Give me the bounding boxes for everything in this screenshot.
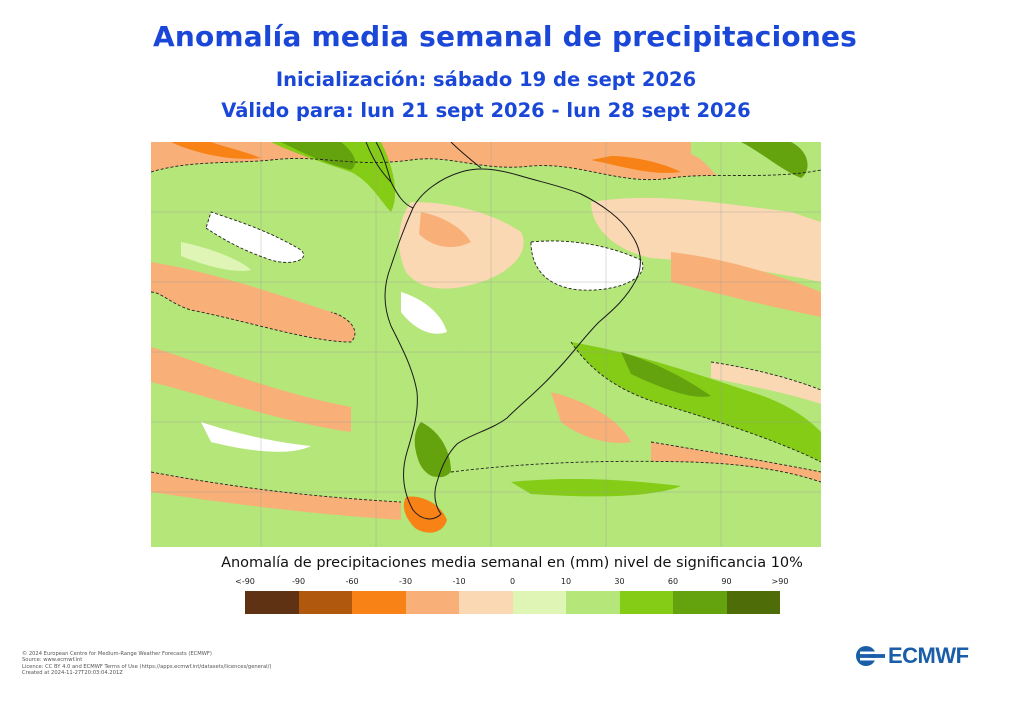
legend-tick-label: 30 bbox=[614, 577, 625, 586]
initialization-line: Inicialización: sábado 19 de sept 2026 bbox=[275, 68, 697, 91]
legend-tick-label: >90 bbox=[771, 577, 789, 586]
ecmwf-logo: ECMWF bbox=[855, 643, 969, 669]
credit-line: Source: www.ecmwf.int bbox=[22, 657, 83, 664]
legend-colorbar bbox=[245, 591, 780, 614]
legend-tick-label: 0 bbox=[509, 577, 516, 586]
coastlines bbox=[365, 142, 641, 520]
legend-swatch bbox=[352, 591, 406, 614]
legend-tick-label: 60 bbox=[667, 577, 679, 586]
legend-title: Anomalía de precipitaciones media semana… bbox=[221, 555, 803, 571]
legend-swatch bbox=[566, 591, 620, 614]
significance-contours bbox=[151, 158, 821, 503]
legend-swatch bbox=[459, 591, 513, 614]
legend-tick-label: <-90 bbox=[235, 577, 255, 586]
legend-tick-label: 10 bbox=[560, 577, 572, 586]
legend-swatch bbox=[619, 591, 673, 614]
credit-line: Licence: CC BY 4.0 and ECMWF Terms of Us… bbox=[22, 663, 272, 670]
ecmwf-logo-icon bbox=[856, 646, 885, 666]
legend-swatch bbox=[673, 591, 727, 614]
legend-swatch bbox=[298, 591, 352, 614]
legend-swatch bbox=[726, 591, 780, 614]
legend-tick-label: -10 bbox=[452, 577, 466, 586]
legend-tick-label: -90 bbox=[291, 577, 306, 586]
credit-line: © 2024 European Centre for Medium-Range … bbox=[22, 651, 212, 657]
chart-title: Anomalía media semanal de precipitacione… bbox=[152, 20, 858, 53]
valid-period-line: Válido para: lun 21 sept 2026 - lun 28 s… bbox=[221, 99, 751, 122]
legend-tick-label: -30 bbox=[398, 577, 413, 586]
legend-tick-label: 90 bbox=[721, 577, 732, 586]
credit-line: Created at 2024-11-27T20:03:04.201Z bbox=[22, 670, 123, 677]
legend-swatch bbox=[512, 591, 566, 614]
graticule bbox=[151, 142, 821, 547]
precipitation-anomaly-map bbox=[151, 142, 821, 547]
legend-swatch bbox=[405, 591, 459, 614]
legend-tick-labels: <-90 -90 -60 -30 -10 0 10 30 60 90 >90 bbox=[0, 577, 1024, 591]
ecmwf-logo-text: ECMWF bbox=[888, 643, 969, 668]
anomaly-field bbox=[151, 142, 821, 547]
legend-swatch bbox=[245, 591, 299, 614]
legend-tick-label: -60 bbox=[345, 577, 359, 586]
credits: © 2024 European Centre for Medium-Range … bbox=[22, 651, 271, 677]
